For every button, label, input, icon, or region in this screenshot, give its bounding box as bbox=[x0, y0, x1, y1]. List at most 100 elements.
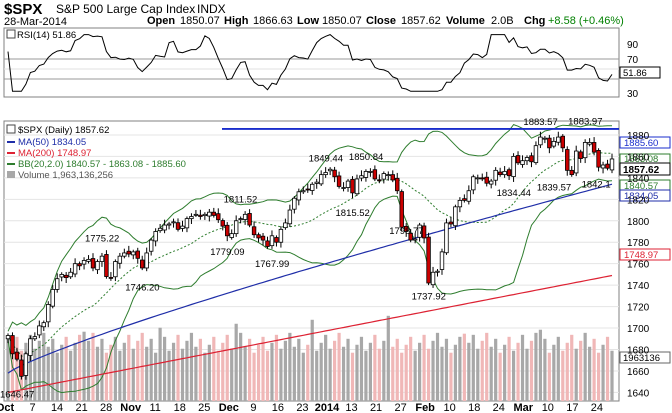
price-annotation: 1775.22 bbox=[85, 233, 119, 244]
candle-body bbox=[95, 261, 100, 271]
volume-value: 2.0B bbox=[491, 15, 514, 27]
volume-bar bbox=[386, 315, 390, 401]
volume-bar bbox=[194, 346, 198, 401]
candle-body bbox=[131, 251, 136, 256]
x-tick-label: 24 bbox=[591, 402, 603, 413]
candle-body bbox=[14, 351, 20, 360]
candle-body bbox=[251, 226, 257, 236]
candle-body bbox=[166, 223, 172, 226]
volume-bar bbox=[212, 336, 216, 401]
volume-bar bbox=[306, 344, 310, 401]
volume-bar bbox=[458, 336, 462, 401]
candle-body bbox=[32, 336, 38, 340]
volume-bar bbox=[328, 348, 332, 401]
x-tick-label: 11 bbox=[150, 402, 161, 413]
candle-body bbox=[108, 277, 114, 279]
volume-bar bbox=[113, 336, 117, 401]
candle-body bbox=[377, 179, 382, 182]
right-value-tags: 1885.60 1863.08 1857.62 1840.57 1834.05 … bbox=[619, 136, 671, 364]
rsi-line bbox=[7, 34, 613, 92]
volume-bar bbox=[176, 334, 180, 401]
resistance-tag bbox=[619, 136, 671, 149]
volume-bar bbox=[225, 334, 229, 401]
volume-bar bbox=[601, 344, 605, 401]
candle-body bbox=[448, 221, 454, 225]
candle-body bbox=[175, 222, 181, 230]
volume-bar bbox=[64, 336, 68, 401]
candle-body bbox=[193, 213, 199, 216]
price-annotation: 1839.57 bbox=[537, 182, 571, 193]
rsi-legend: RSI(14) 51.86 bbox=[17, 30, 76, 41]
volume-bar bbox=[422, 334, 426, 401]
candle-body bbox=[238, 218, 243, 221]
bollinger-mid-line bbox=[7, 152, 612, 357]
volume-bar bbox=[440, 346, 444, 401]
volume-bar bbox=[136, 340, 140, 401]
rsi-panel: RSI(14) 51.86 90 70 50 30 51.86 bbox=[3, 27, 661, 100]
bollinger-upper-line bbox=[7, 124, 612, 332]
y-tick-label: 1740 bbox=[627, 281, 650, 292]
volume-bar bbox=[341, 346, 346, 401]
volume-bar bbox=[42, 332, 46, 401]
candle-body bbox=[368, 171, 373, 173]
candle-body bbox=[435, 270, 440, 273]
volume-bar bbox=[368, 342, 372, 401]
volume-bar bbox=[525, 348, 529, 401]
volume-bar bbox=[127, 334, 131, 401]
volume-bar bbox=[350, 352, 355, 401]
volume-bar bbox=[171, 342, 176, 401]
resistance-tag-text: 1885.60 bbox=[624, 138, 658, 149]
candle-body bbox=[587, 142, 592, 145]
volume-bar bbox=[333, 340, 337, 401]
candle-body bbox=[247, 213, 252, 226]
x-tick-label: 14 bbox=[51, 402, 63, 413]
candle-body bbox=[399, 191, 404, 228]
candle-body bbox=[301, 190, 306, 193]
volume-bar bbox=[55, 352, 59, 401]
volume-bar bbox=[46, 346, 50, 401]
y-tick-label: 1680 bbox=[627, 346, 650, 357]
candle-body bbox=[207, 211, 212, 217]
candle-body bbox=[484, 176, 489, 184]
candle-body bbox=[122, 252, 127, 257]
x-tick-label: 16 bbox=[272, 402, 284, 413]
x-tick-label: Mar bbox=[514, 402, 534, 413]
candle-body bbox=[582, 142, 588, 159]
volume-bar bbox=[167, 350, 171, 401]
candle-body bbox=[327, 168, 333, 172]
x-tick-label: 18 bbox=[468, 402, 480, 413]
close-label: Close bbox=[366, 15, 396, 27]
y-tick-label: 1720 bbox=[627, 303, 650, 314]
volume-bar bbox=[592, 338, 596, 401]
volume-bar bbox=[15, 336, 19, 401]
candle-body bbox=[28, 338, 33, 356]
volume-bar bbox=[543, 338, 547, 401]
close-value: 1857.62 bbox=[401, 15, 441, 27]
ma50-tag-text: 1834.05 bbox=[624, 191, 658, 202]
x-tick-label: 21 bbox=[75, 402, 87, 413]
candle-body bbox=[551, 140, 557, 147]
volume-bar bbox=[359, 336, 364, 401]
ma50-tag bbox=[619, 189, 671, 202]
y-tick-label: 1840 bbox=[627, 174, 650, 185]
price-annotation: 1815.52 bbox=[336, 208, 370, 219]
volume-bar bbox=[33, 348, 37, 401]
volume-bar bbox=[198, 338, 202, 401]
volume-bar bbox=[588, 346, 592, 401]
candle-body bbox=[524, 157, 530, 162]
candle-body bbox=[19, 359, 24, 377]
rsi-collapse-icon[interactable] bbox=[6, 29, 16, 39]
candle-body bbox=[46, 304, 51, 323]
candle-body bbox=[225, 224, 230, 237]
price-collapse-icon[interactable] bbox=[6, 124, 16, 134]
volume-bar bbox=[382, 340, 386, 401]
candle-body bbox=[372, 169, 378, 180]
candle-body bbox=[68, 271, 73, 278]
volume-bar bbox=[511, 350, 516, 401]
price-annotation: 1849.44 bbox=[309, 154, 343, 165]
candle-body bbox=[287, 209, 293, 225]
candle-body bbox=[117, 255, 123, 264]
x-tick-label: 24 bbox=[493, 402, 505, 413]
candle-body bbox=[417, 224, 422, 238]
volume-bar bbox=[449, 352, 453, 401]
